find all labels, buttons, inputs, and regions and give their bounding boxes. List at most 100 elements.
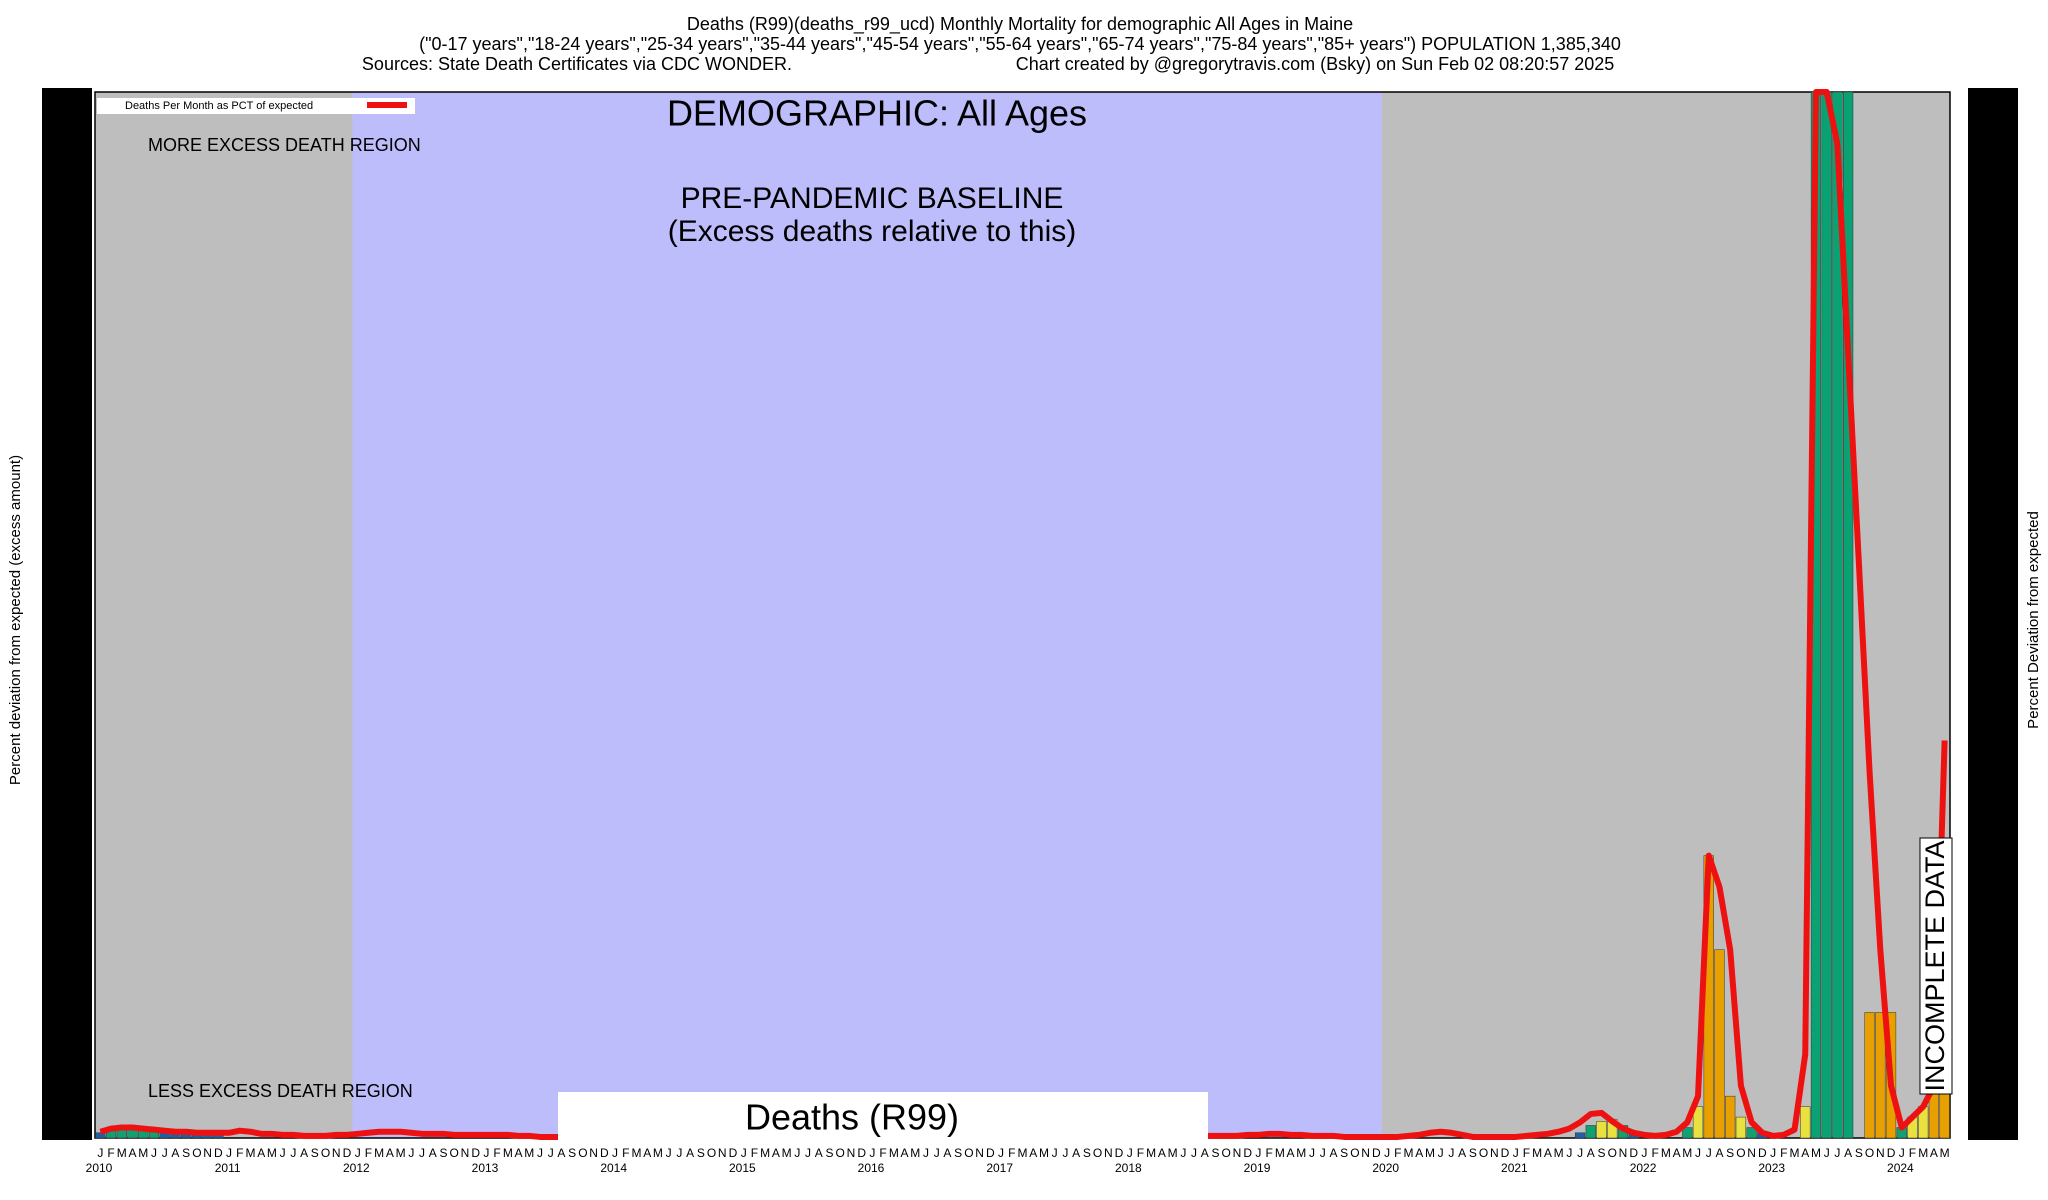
x-tick-label: F: [1523, 1146, 1530, 1160]
x-tick-label: M: [782, 1146, 792, 1160]
x-tick-label: S: [1340, 1146, 1348, 1160]
x-tick-label: S: [1855, 1146, 1863, 1160]
x-tick-label: M: [396, 1146, 406, 1160]
year-label: 2014: [600, 1161, 627, 1175]
x-tick-label: M: [1296, 1146, 1306, 1160]
x-tick-label: M: [1404, 1146, 1414, 1160]
x-tick-label: F: [1137, 1146, 1144, 1160]
incomplete-box: [1919, 837, 1953, 1095]
x-tick-label: N: [1619, 1146, 1628, 1160]
x-tick-label: M: [245, 1146, 255, 1160]
x-tick-label: M: [1275, 1146, 1285, 1160]
x-tick-label: J: [408, 1146, 414, 1160]
x-tick-label: F: [1008, 1146, 1015, 1160]
x-tick-label: D: [1629, 1146, 1638, 1160]
x-tick-label: S: [1726, 1146, 1734, 1160]
x-tick-label: N: [1490, 1146, 1499, 1160]
x-tick-label: J: [666, 1146, 672, 1160]
bar: [1725, 1095, 1736, 1139]
x-tick-label: O: [578, 1146, 587, 1160]
x-tick-label: J: [1320, 1146, 1326, 1160]
x-tick-label: A: [1587, 1146, 1595, 1160]
x-tick-label: A: [1458, 1146, 1466, 1160]
x-tick-label: J: [805, 1146, 811, 1160]
x-tick-label: M: [1554, 1146, 1564, 1160]
x-tick-label: D: [214, 1146, 223, 1160]
x-tick-label: A: [1329, 1146, 1337, 1160]
x-tick-label: D: [471, 1146, 480, 1160]
x-tick-label: J: [226, 1146, 232, 1160]
year-label: 2020: [1372, 1161, 1399, 1175]
x-tick-label: M: [374, 1146, 384, 1160]
x-tick-label: M: [1039, 1146, 1049, 1160]
demographic-label: DEMOGRAPHIC: All Ages: [667, 93, 1087, 134]
x-tick-label: O: [192, 1146, 201, 1160]
x-tick-label: J: [1309, 1146, 1315, 1160]
bar: [1864, 1012, 1875, 1139]
x-tick-label: J: [1438, 1146, 1444, 1160]
x-tick-label: M: [503, 1146, 513, 1160]
x-tick-label: N: [589, 1146, 598, 1160]
x-tick-label: M: [1168, 1146, 1178, 1160]
year-label: 2018: [1115, 1161, 1142, 1175]
year-label: 2015: [729, 1161, 756, 1175]
x-tick-label: J: [1513, 1146, 1519, 1160]
x-tick-label: D: [1758, 1146, 1767, 1160]
x-tick-label: A: [1415, 1146, 1423, 1160]
x-tick-label: O: [707, 1146, 716, 1160]
chart-title: Deaths (R99)(deaths_r99_ucd) Monthly Mor…: [687, 14, 1353, 35]
x-tick-label: D: [986, 1146, 995, 1160]
bars: [95, 91, 1950, 1139]
x-tick-label: D: [1372, 1146, 1381, 1160]
bar: [1714, 949, 1725, 1139]
x-tick-label: M: [760, 1146, 770, 1160]
x-tick-label: A: [643, 1146, 651, 1160]
x-tick-label: O: [450, 1146, 459, 1160]
year-label: 2023: [1758, 1161, 1785, 1175]
bar: [1821, 91, 1832, 1139]
x-tick-label: M: [267, 1146, 277, 1160]
x-tick-label: S: [182, 1146, 190, 1160]
x-tick-label: M: [1918, 1146, 1928, 1160]
x-tick-label: F: [1780, 1146, 1787, 1160]
x-tick-label: F: [107, 1146, 114, 1160]
x-tick-label: O: [1865, 1146, 1874, 1160]
x-tick-label: O: [1608, 1146, 1617, 1160]
y2-tick-block: [1968, 88, 2018, 1140]
x-tick-label: J: [1052, 1146, 1058, 1160]
x-tick-label: O: [1222, 1146, 1231, 1160]
x-tick-label: S: [1211, 1146, 1219, 1160]
x-tick-label: N: [975, 1146, 984, 1160]
x-tick-label: J: [162, 1146, 168, 1160]
x-tick-label: N: [1104, 1146, 1113, 1160]
year-label: 2022: [1630, 1161, 1657, 1175]
bar: [1596, 1121, 1607, 1139]
x-tick-label: M: [1682, 1146, 1692, 1160]
chart-subtitle: ("0-17 years","18-24 years","25-34 years…: [419, 34, 1621, 54]
x-tick-label: D: [1887, 1146, 1896, 1160]
x-tick-label: A: [557, 1146, 565, 1160]
x-tick-label: A: [1801, 1146, 1809, 1160]
x-tick-label: A: [901, 1146, 909, 1160]
x-tick-label: J: [923, 1146, 929, 1160]
x-tick-label: S: [1598, 1146, 1606, 1160]
legend-label: Deaths Per Month as PCT of expected: [125, 100, 313, 112]
x-tick-label: M: [117, 1146, 127, 1160]
x-tick-label: J: [1566, 1146, 1572, 1160]
bar: [1735, 1116, 1747, 1139]
x-tick-label: M: [631, 1146, 641, 1160]
x-tick-label: J: [869, 1146, 875, 1160]
legend-box: [97, 98, 415, 114]
x-tick-label: O: [1350, 1146, 1359, 1160]
x-tick-label: M: [524, 1146, 534, 1160]
x-tick-label: N: [1747, 1146, 1756, 1160]
x-tick-label: O: [1479, 1146, 1488, 1160]
x-tick-label: A: [429, 1146, 437, 1160]
x-tick-label: J: [1384, 1146, 1390, 1160]
x-tick-label: J: [741, 1146, 747, 1160]
baseline-label: PRE-PANDEMIC BASELINE: [681, 182, 1064, 215]
bar: [1746, 1127, 1757, 1139]
x-tick-label: A: [772, 1146, 780, 1160]
